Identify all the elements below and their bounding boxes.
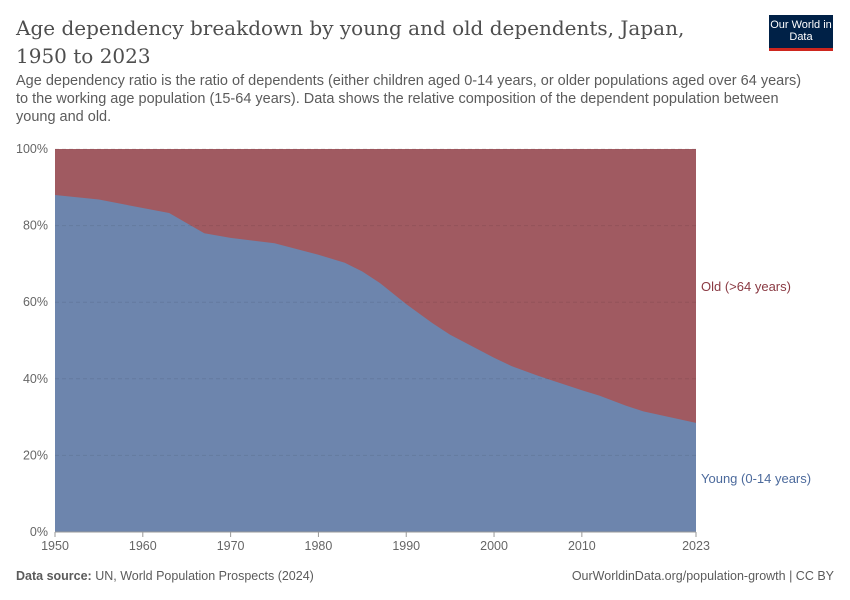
area-young: [55, 194, 696, 532]
chart-title: Age dependency breakdown by young and ol…: [16, 16, 685, 68]
legend-label-old: Old (>64 years): [701, 279, 791, 294]
y-tick-label: 60%: [23, 295, 48, 309]
x-tick-label: 2023: [682, 539, 710, 553]
y-tick-label: 0%: [30, 525, 48, 539]
footer-url[interactable]: OurWorldinData.org/population-growth | C…: [571, 569, 834, 583]
x-tick-label: 1990: [392, 539, 420, 553]
x-tick-label: 1970: [217, 539, 245, 553]
y-tick-label: 40%: [23, 372, 48, 386]
y-tick-label: 20%: [23, 448, 48, 462]
x-tick-label: 2010: [568, 539, 596, 553]
source-text: UN, World Population Prospects (2024): [91, 569, 314, 583]
x-tick-label: 1950: [41, 539, 69, 553]
owid-logo[interactable]: Our World in Data: [769, 15, 833, 51]
source-label: Data source:: [16, 569, 92, 583]
x-tick-label: 1960: [129, 539, 157, 553]
y-tick-label: 80%: [23, 219, 48, 233]
data-source: Data source: UN, World Population Prospe…: [16, 569, 314, 583]
chart-subtitle: Age dependency ratio is the ratio of dep…: [16, 73, 802, 125]
x-tick-label: 2000: [480, 539, 508, 553]
x-tick-label: 1980: [305, 539, 333, 553]
legend-label-young: Young (0-14 years): [701, 471, 811, 486]
y-tick-label: 100%: [16, 142, 48, 156]
